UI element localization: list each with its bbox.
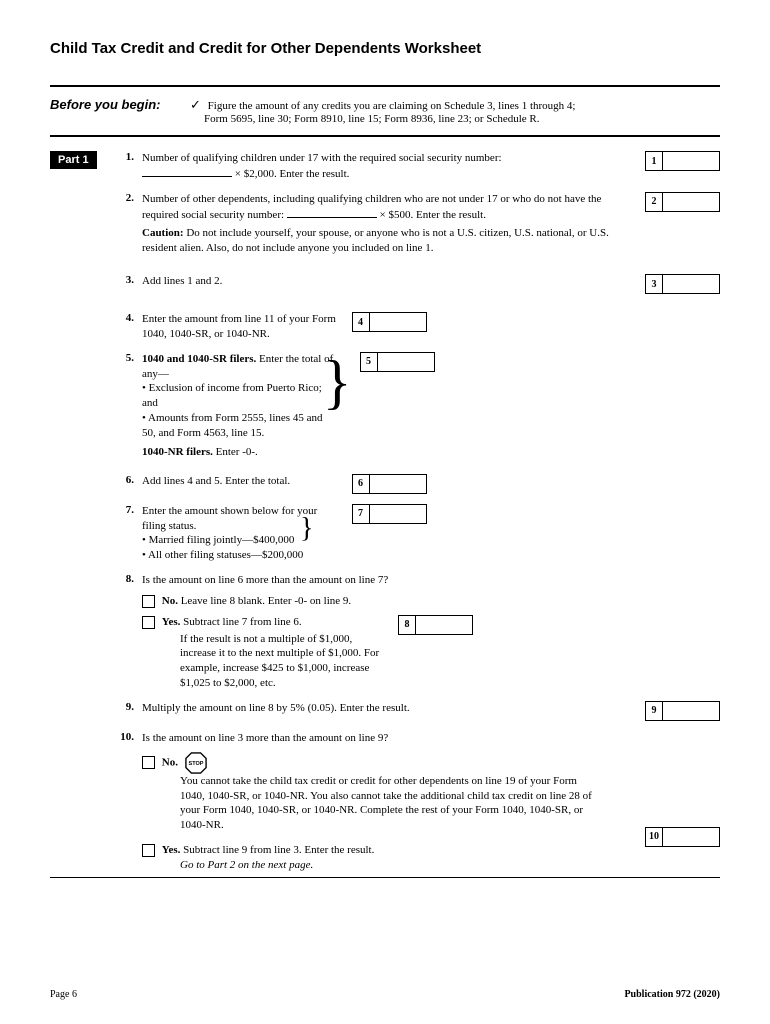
line-9-body: Multiply the amount on line 8 by 5% (0.0…	[142, 701, 628, 716]
before-begin-text-2: Form 5695, line 30; Form 8910, line 15; …	[204, 113, 539, 125]
line-2-number: 2.	[110, 192, 142, 204]
line-7-body: Enter the amount shown below for your fi…	[142, 504, 344, 563]
line-6-body: Add lines 4 and 5. Enter the total.	[142, 474, 344, 489]
line-6-amount-box[interactable]: 6	[352, 474, 427, 494]
line-4-number: 4.	[110, 312, 142, 324]
line-7-amount-box[interactable]: 7	[352, 504, 427, 524]
line-9-amount-box[interactable]: 9	[645, 701, 720, 721]
line-5-amount-box[interactable]: 5	[360, 352, 435, 372]
line-10-no-checkbox[interactable]	[142, 756, 155, 769]
line-10-number: 10.	[110, 731, 142, 743]
line-3-amount-box[interactable]: 3	[645, 274, 720, 294]
line-6-number: 6.	[110, 474, 142, 486]
svg-text:STOP: STOP	[188, 761, 203, 767]
line-3-number: 3.	[110, 274, 142, 286]
before-begin-label: Before you begin:	[50, 97, 190, 112]
line-5-number: 5.	[110, 352, 142, 364]
line-1-number: 1.	[110, 151, 142, 163]
line-2-amount-box[interactable]: 2	[645, 192, 720, 212]
line-1-blank[interactable]	[142, 166, 232, 177]
line-5-body: 1040 and 1040-SR filers. Enter the total…	[142, 352, 336, 460]
before-begin-text-1: Figure the amount of any credits you are…	[208, 100, 576, 112]
line-10-yes-checkbox[interactable]	[142, 844, 155, 857]
line-8-yes-checkbox[interactable]	[142, 616, 155, 629]
line-2-body: Number of other dependents, including qu…	[142, 192, 628, 256]
rule-bottom	[50, 877, 720, 878]
stop-icon: STOP	[185, 752, 207, 774]
line-9-number: 9.	[110, 701, 142, 713]
line-8-no-checkbox[interactable]	[142, 595, 155, 608]
line-10-body: Is the amount on line 3 more than the am…	[142, 731, 628, 873]
brace-icon: }	[323, 358, 352, 406]
rule-below-begin	[50, 135, 720, 137]
line-1-body: Number of qualifying children under 17 w…	[142, 151, 628, 182]
before-you-begin: Before you begin: ✓ Figure the amount of…	[50, 87, 720, 135]
line-8-number: 8.	[110, 573, 142, 585]
publication-label: Publication 972 (2020)	[624, 989, 720, 1000]
page-number: Page 6	[50, 989, 77, 1000]
line-3-body: Add lines 1 and 2.	[142, 274, 628, 289]
checkmark-icon: ✓	[190, 97, 201, 112]
line-10-amount-box[interactable]: 10	[645, 827, 720, 847]
line-4-amount-box[interactable]: 4	[352, 312, 427, 332]
part-1-badge: Part 1	[50, 151, 97, 169]
line-8-body: Is the amount on line 6 more than the am…	[142, 573, 628, 691]
brace-icon-7: }	[300, 518, 313, 540]
page-footer: Page 6 Publication 972 (2020)	[50, 989, 720, 1000]
line-8-amount-box[interactable]: 8	[398, 615, 473, 635]
line-4-body: Enter the amount from line 11 of your Fo…	[142, 312, 344, 342]
line-7-number: 7.	[110, 504, 142, 516]
line-1-amount-box[interactable]: 1	[645, 151, 720, 171]
line-2-blank[interactable]	[287, 207, 377, 218]
worksheet-title: Child Tax Credit and Credit for Other De…	[50, 40, 720, 57]
